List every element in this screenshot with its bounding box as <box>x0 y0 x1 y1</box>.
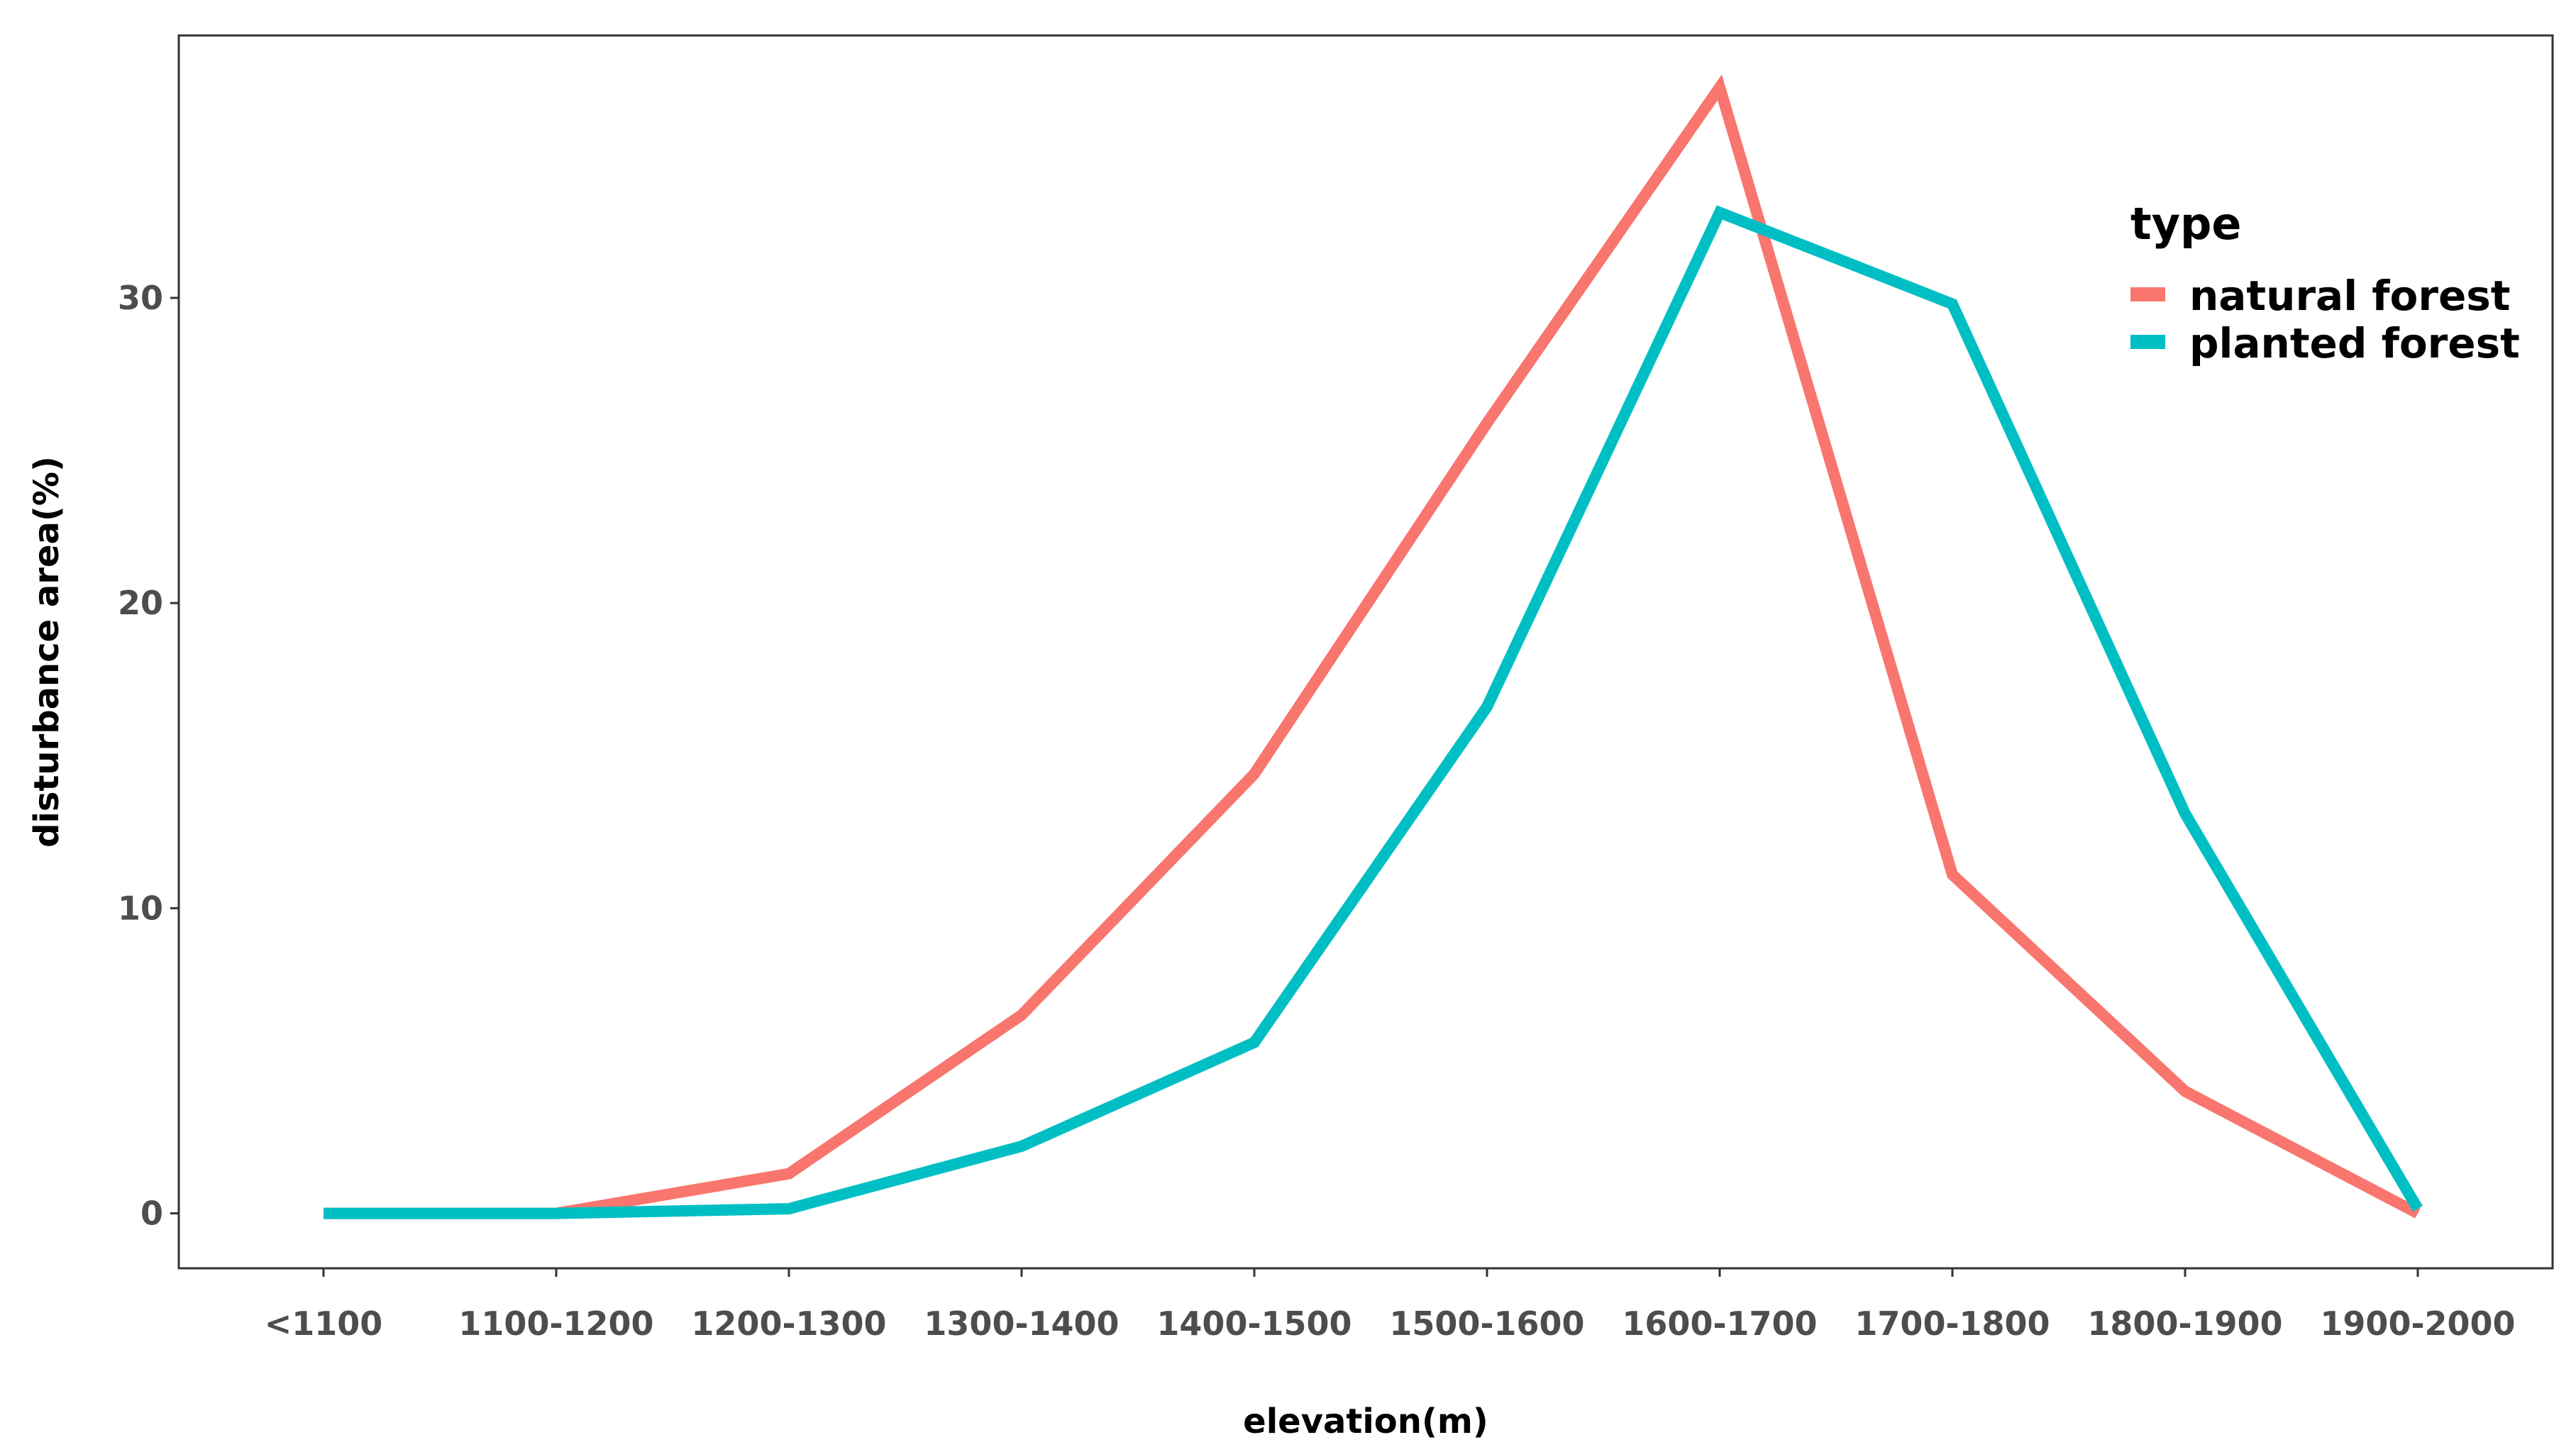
x-tick-label: 1700-1800 <box>1854 1304 2050 1343</box>
series-line-natural-forest <box>324 74 2421 1219</box>
series-line-planted-forest <box>324 205 2423 1219</box>
legend-title: type <box>2130 198 2241 250</box>
x-tick-label: 1600-1700 <box>1622 1304 1817 1343</box>
x-axis-ticks: <1100 1100-1200 1200-1300 1300-1400 1400-150… <box>265 1268 2516 1343</box>
x-tick-label: 1100-1200 <box>458 1304 653 1343</box>
x-tick-label: 1200-1300 <box>691 1304 886 1343</box>
x-tick-label: 1400-1500 <box>1156 1304 1351 1343</box>
y-axis-ticks: 0 10 20 30 <box>118 279 179 1233</box>
y-axis-title: disturbance area(%) <box>27 456 67 848</box>
series-lines <box>324 74 2423 1219</box>
x-tick-label: 1900-2000 <box>2320 1304 2515 1343</box>
x-tick-label: 1500-1600 <box>1389 1304 1584 1343</box>
x-axis-title: elevation(m) <box>1243 1402 1488 1441</box>
y-tick-label: 20 <box>118 584 163 622</box>
x-tick-label: 1300-1400 <box>924 1304 1119 1343</box>
y-tick-label: 10 <box>118 889 163 927</box>
legend: type natural forest planted forest <box>2130 198 2520 367</box>
x-tick-label: 1800-1900 <box>2087 1304 2282 1343</box>
legend-label-planted-forest: planted forest <box>2189 319 2520 367</box>
y-tick-label: 0 <box>140 1195 163 1233</box>
legend-label-natural-forest: natural forest <box>2189 272 2511 320</box>
y-tick-label: 30 <box>118 279 163 317</box>
x-tick-label: <1100 <box>265 1304 383 1343</box>
